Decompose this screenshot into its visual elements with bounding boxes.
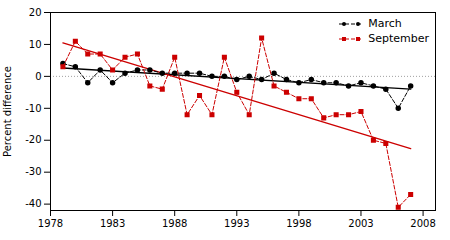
svg-text:1978: 1978	[38, 218, 63, 229]
svg-text:-20: -20	[25, 134, 41, 145]
svg-text:20: 20	[29, 7, 42, 18]
svg-text:-10: -10	[25, 103, 41, 114]
svg-text:1998: 1998	[286, 218, 311, 229]
html-text:March: March	[368, 17, 402, 30]
svg-text:Percent difference: Percent difference	[2, 66, 13, 157]
svg-text:1988: 1988	[162, 218, 187, 229]
svg-text:2008: 2008	[410, 218, 435, 229]
svg-text:1993: 1993	[224, 218, 249, 229]
svg-text:0: 0	[35, 71, 41, 82]
svg-text:2003: 2003	[348, 218, 373, 229]
svg-text:-40: -40	[25, 198, 41, 209]
svg-text:-30: -30	[25, 166, 41, 177]
html-text:September: September	[368, 32, 429, 45]
svg-text:1983: 1983	[100, 218, 125, 229]
svg-text:10: 10	[29, 39, 42, 50]
